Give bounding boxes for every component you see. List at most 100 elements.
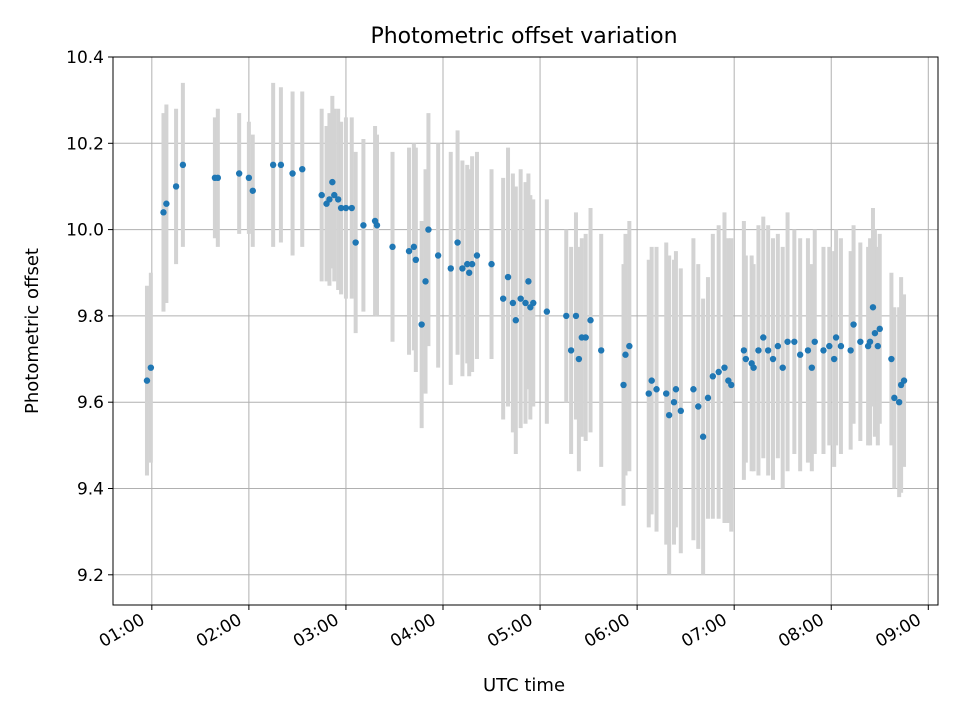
data-point <box>331 191 338 199</box>
data-point <box>715 368 722 376</box>
data-point <box>891 394 898 402</box>
data-point <box>348 204 355 212</box>
data-point <box>774 342 782 350</box>
data-point <box>874 342 882 350</box>
data-point <box>172 183 180 190</box>
data-point <box>525 278 532 285</box>
data-point <box>147 364 155 371</box>
data-point <box>784 338 791 345</box>
data-point <box>410 243 418 251</box>
data-point <box>728 381 735 389</box>
data-point <box>466 269 473 276</box>
data-point <box>645 390 652 397</box>
data-point <box>779 364 786 371</box>
data-point <box>742 355 750 363</box>
data-point <box>179 161 187 169</box>
data-point <box>473 252 481 259</box>
data-point <box>567 347 575 354</box>
data-point <box>530 299 537 307</box>
data-point <box>289 170 296 177</box>
data-point <box>888 355 895 363</box>
data-point <box>509 299 517 307</box>
data-markers <box>143 161 908 440</box>
plot-frame <box>112 56 939 606</box>
data-point <box>143 377 151 384</box>
y-tick-label: 9.6 <box>77 393 104 413</box>
data-point <box>826 342 833 350</box>
data-point <box>699 433 707 440</box>
data-point <box>830 355 838 363</box>
y-tick-label: 10.2 <box>66 134 104 154</box>
data-point <box>796 351 804 358</box>
data-point <box>334 196 342 203</box>
x-axis-label: UTC time <box>483 675 565 696</box>
data-point <box>337 204 345 212</box>
data-point <box>764 347 772 354</box>
data-point <box>709 373 717 380</box>
data-point <box>360 222 367 229</box>
data-point <box>721 364 728 371</box>
data-point <box>512 317 519 324</box>
data-point <box>677 407 684 415</box>
data-point <box>249 187 256 194</box>
data-point <box>665 411 673 419</box>
data-point <box>811 338 818 345</box>
data-point <box>468 260 476 268</box>
data-point <box>163 200 170 207</box>
data-point <box>522 299 529 307</box>
data-point <box>620 381 627 389</box>
data-point <box>434 252 442 259</box>
y-tick-label: 10.4 <box>66 48 104 68</box>
data-point <box>672 386 680 393</box>
data-point <box>895 398 903 406</box>
data-point <box>418 321 425 328</box>
data-point <box>342 204 350 212</box>
data-point <box>900 377 908 384</box>
data-point <box>871 329 879 337</box>
data-point <box>857 338 864 345</box>
data-point <box>464 260 471 268</box>
data-point <box>543 308 551 315</box>
data-point <box>214 174 222 182</box>
data-point <box>373 222 381 229</box>
data-point <box>572 312 580 320</box>
data-point <box>663 390 670 397</box>
data-point <box>329 178 336 186</box>
data-point <box>832 334 840 341</box>
data-point <box>626 342 633 350</box>
data-point <box>326 196 333 203</box>
data-point <box>459 265 466 272</box>
y-axis-label: Photometric offset <box>22 248 43 414</box>
data-point <box>277 161 285 169</box>
data-point <box>808 364 816 371</box>
data-point <box>820 347 827 354</box>
data-point <box>412 256 420 264</box>
y-axis-ticks: 9.2 9.4 9.6 9.8 10.0 10.2 10.4 <box>66 48 113 586</box>
data-point <box>653 386 660 393</box>
y-tick-label: 9.8 <box>77 307 104 327</box>
data-point <box>389 243 396 251</box>
data-point <box>517 295 524 302</box>
data-point <box>804 347 812 354</box>
data-point <box>160 209 167 216</box>
data-point <box>850 321 857 328</box>
data-point <box>235 170 243 177</box>
data-point <box>740 347 748 354</box>
data-point <box>425 226 432 233</box>
data-point <box>405 247 413 255</box>
data-point <box>318 191 325 199</box>
data-point <box>704 394 712 402</box>
data-point <box>769 355 777 363</box>
data-point <box>504 273 512 281</box>
data-point <box>847 347 854 354</box>
y-tick-label: 9.2 <box>77 566 104 586</box>
data-point <box>750 364 757 371</box>
data-point <box>695 403 702 410</box>
data-point <box>869 304 877 311</box>
data-point <box>760 334 767 341</box>
data-point <box>622 351 629 358</box>
data-point <box>299 165 306 173</box>
data-point <box>352 239 359 246</box>
data-point <box>454 239 461 246</box>
data-point <box>269 161 277 169</box>
